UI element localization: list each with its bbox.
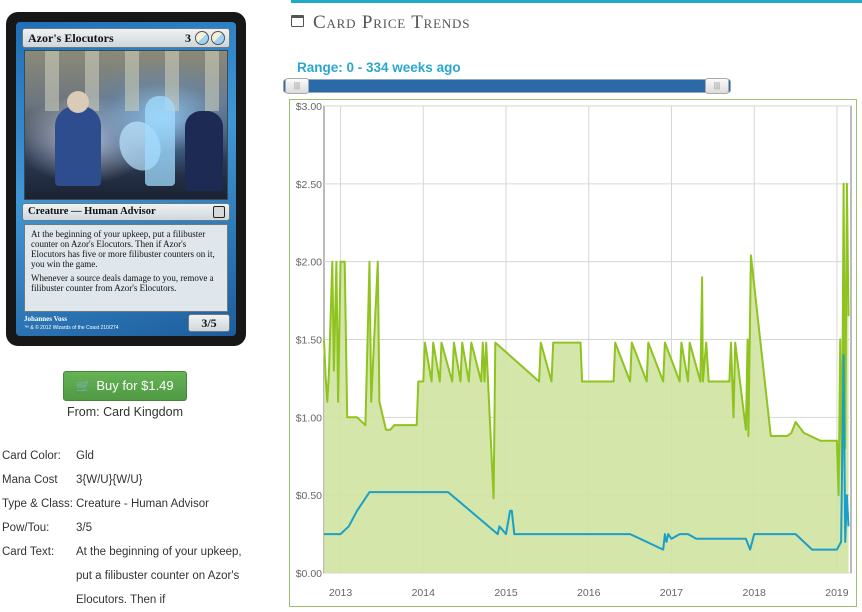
x-tick-label: 2014 [412,587,436,599]
x-tick-label: 2018 [743,587,767,599]
section-top-border [291,0,862,3]
buy-button-label: Buy for $1.49 [96,378,174,393]
detail-value: 3/5 [76,522,92,534]
price-trends-heading: Card Price Trends [291,12,470,34]
detail-label: Pow/Tou: [2,522,50,534]
detail-label: Mana Cost [2,474,58,486]
buy-button[interactable]: 🛒 Buy for $1.49 [63,371,187,401]
y-tick-label: $1.50 [296,335,322,347]
price-trends-title: Card Price Trends [313,12,471,33]
hybrid-mana-icon [211,31,225,45]
y-tick-label: $2.50 [296,179,322,191]
x-tick-label: 2019 [825,587,849,599]
x-tick-label: 2015 [494,587,518,599]
detail-label: Card Color: [2,450,61,462]
detail-label: Card Text: [2,546,55,558]
green-series-area [324,183,849,574]
vendor-label: From: Card Kingdom [66,405,183,419]
card-artist: Johannes Voss [24,315,67,323]
price-trend-chart: $0.00 $0.50 $1.00 $1.50 $2.00 $2.50 $3.00 2013 2… [296,101,852,599]
range-slider-left-handle[interactable]: ||| [285,78,309,94]
x-tick-label: 2017 [660,587,684,599]
range-slider-right-handle[interactable]: ||| [705,78,729,94]
card-frame: Azor's Elocutors 3 Creature — Human Advi… [16,22,236,336]
detail-value: Gld [76,450,94,462]
card-text-box: At the beginning of your upkeep, put a f… [24,224,228,312]
card-artwork [24,50,228,200]
detail-label: Type & Class: [2,498,73,510]
set-symbol-icon [213,206,225,218]
x-tick-label: 2013 [329,587,353,599]
detail-value: Creature - Human Advisor [76,498,209,510]
generic-mana-symbol: 3 [185,31,191,45]
card-type-bar: Creature — Human Advisor [22,203,230,221]
range-slider[interactable]: ||| ||| [283,78,731,94]
y-tick-label: $2.00 [296,257,322,269]
y-tick-label: $0.00 [296,568,322,580]
mana-cost-symbols: 3 [183,31,225,45]
y-tick-label: $3.00 [296,101,322,113]
card-image: Azor's Elocutors 3 Creature — Human Advi… [6,12,246,346]
shopping-cart-icon: 🛒 [76,379,92,393]
card-name: Azor's Elocutors [28,31,114,45]
card-rules-1: At the beginning of your upkeep, put a f… [31,229,215,269]
card-name-bar: Azor's Elocutors 3 [22,28,230,48]
blue-series-line [324,354,850,551]
detail-value: At the beginning of your upkeep, put a f… [76,546,242,606]
green-series-line [323,182,850,500]
card-type-line: Creature — Human Advisor [28,206,156,217]
card-rules-2: Whenever a source deals damage to you, r… [31,273,214,293]
card-copyright: ™ & © 2012 Wizards of the Coast 210/274 [24,325,119,331]
calendar-icon [291,15,304,27]
y-tick-label: $1.00 [296,412,322,424]
detail-value: 3{W/U}{W/U} [76,474,143,486]
card-power-toughness: 3/5 [188,314,230,332]
range-label: Range: 0 - 334 weeks ago [297,60,461,75]
hybrid-mana-icon [195,31,209,45]
y-tick-label: $0.50 [296,490,322,502]
x-tick-label: 2016 [577,587,601,599]
